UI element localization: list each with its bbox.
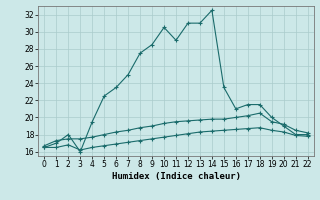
X-axis label: Humidex (Indice chaleur): Humidex (Indice chaleur) <box>111 172 241 181</box>
